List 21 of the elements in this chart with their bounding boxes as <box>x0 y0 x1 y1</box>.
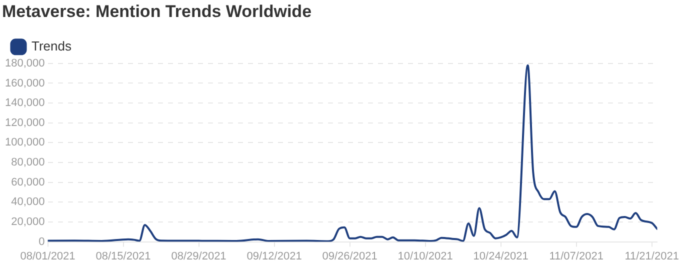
x-tick-label: 08/29/2021 <box>171 250 226 262</box>
y-tick-label: 160,000 <box>4 77 45 90</box>
y-tick-label: 0 <box>38 236 45 248</box>
x-tick-label: 11/07/2021 <box>549 250 604 262</box>
legend-label: Trends <box>32 38 72 54</box>
x-tick-label: 11/21/2021 <box>624 250 679 262</box>
chart-title: Metaverse: Mention Trends Worldwide <box>2 2 312 21</box>
y-tick-label: 60,000 <box>11 176 45 188</box>
x-tick-label: 10/24/2021 <box>473 250 528 262</box>
y-tick-label: 140,000 <box>4 97 45 110</box>
y-tick-label: 180,000 <box>4 57 45 70</box>
y-tick-label: 120,000 <box>4 116 45 129</box>
x-tick-label: 08/15/2021 <box>96 250 151 262</box>
x-tick-label: 09/12/2021 <box>246 250 302 262</box>
y-tick-label: 80,000 <box>11 156 45 169</box>
y-tick-label: 20,000 <box>11 216 45 228</box>
y-tick-label: 100,000 <box>4 136 45 149</box>
x-tick-label: 10/10/2021 <box>398 250 453 262</box>
y-tick-label: 40,000 <box>11 196 45 208</box>
x-tick-label: 09/26/2021 <box>322 250 378 262</box>
x-tick-label: 08/01/2021 <box>20 250 76 262</box>
